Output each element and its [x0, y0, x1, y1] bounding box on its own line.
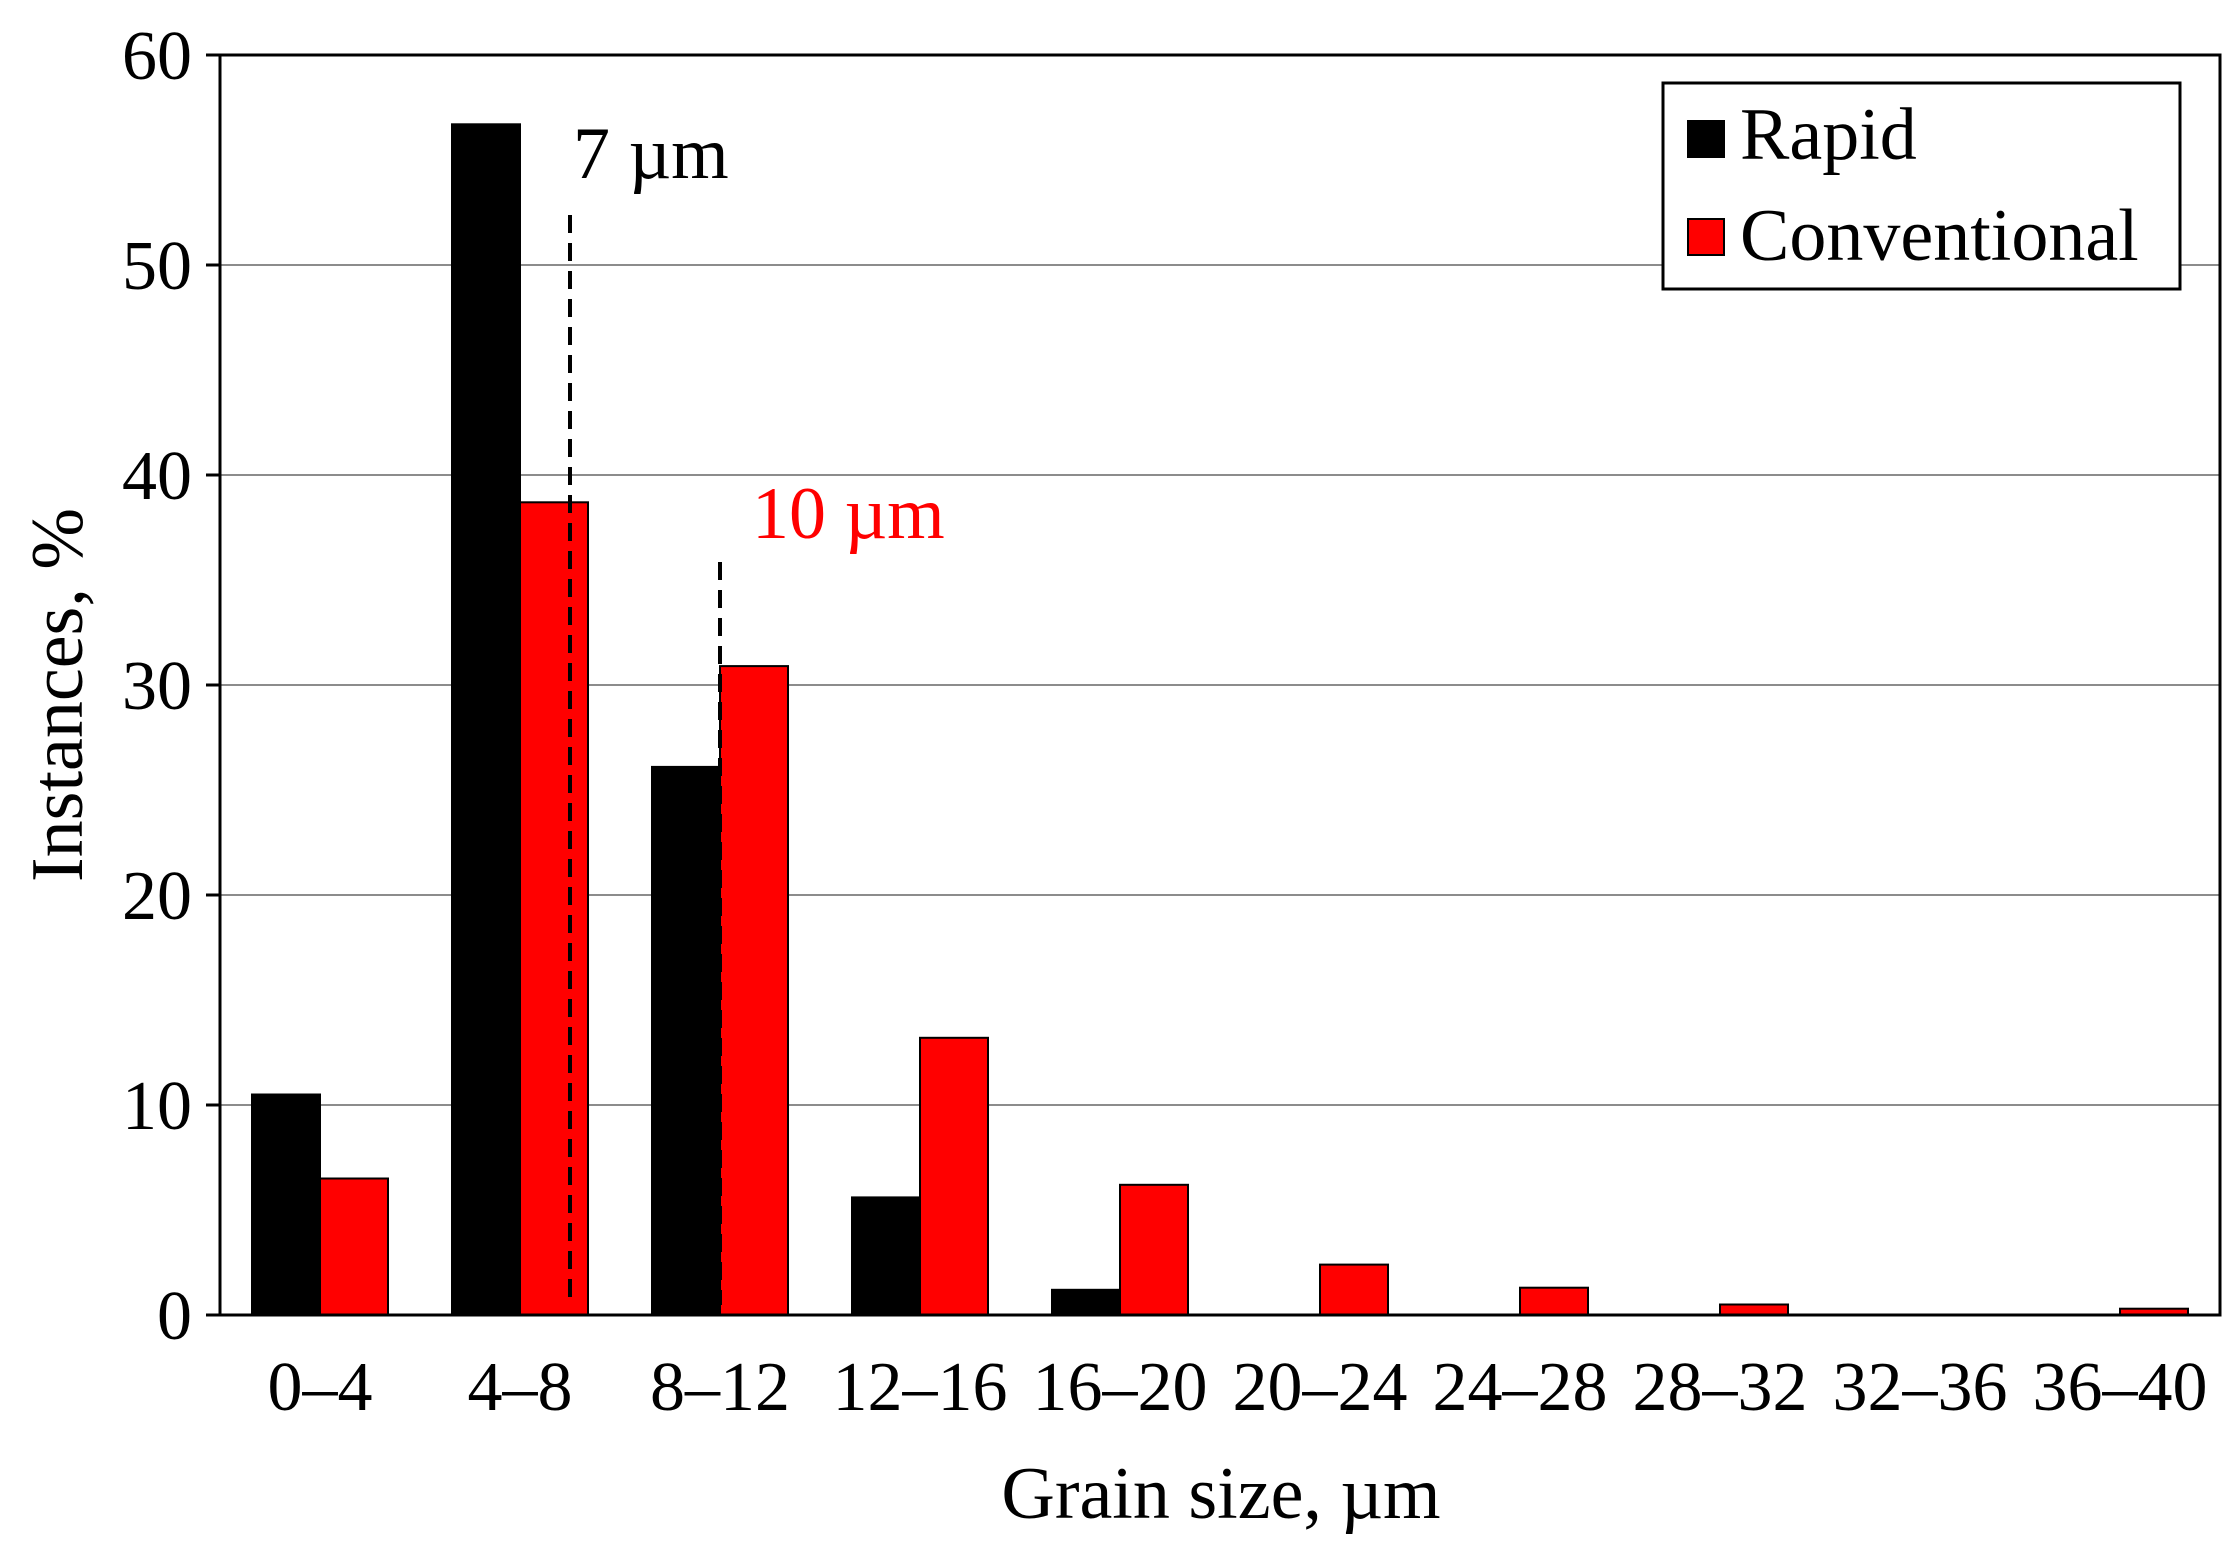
x-tick-label-32–36: 32–36 — [1833, 1349, 2008, 1426]
legend-swatch-rapid — [1687, 120, 1725, 158]
bar-conventional-4–8 — [519, 501, 589, 1316]
bar-conventional-28–32 — [1719, 1303, 1789, 1316]
legend-swatch-conventional — [1687, 218, 1725, 256]
y-tick-label-60: 60 — [122, 18, 192, 95]
legend: Rapid Conventional — [1661, 81, 2182, 291]
bar-rapid-16–20 — [1051, 1288, 1121, 1317]
median-label-7-µm: 7 µm — [573, 113, 729, 195]
x-axis-title: Grain size, µm — [1001, 1453, 1440, 1535]
x-tick-label-8–12: 8–12 — [650, 1349, 790, 1426]
tick-labels: 0 10 20 30 40 50 60 0–4 4–8 8–12 12–16 16–20 20–24 24… — [122, 18, 2208, 1426]
bar-rapid-4–8 — [451, 123, 521, 1316]
bar-rapid-12–16 — [851, 1196, 921, 1317]
y-tick-label-40: 40 — [122, 438, 192, 515]
x-tick-label-28–32: 28–32 — [1633, 1349, 1808, 1426]
x-tick-label-24–28: 24–28 — [1433, 1349, 1608, 1426]
bar-conventional-12–16 — [919, 1036, 989, 1317]
x-tick-label-16–20: 16–20 — [1033, 1349, 1208, 1426]
y-tick-label-20: 20 — [122, 858, 192, 935]
x-tick-label-36–40: 36–40 — [2033, 1349, 2208, 1426]
legend-frame — [1661, 81, 2182, 291]
y-tick-label-10: 10 — [122, 1068, 192, 1145]
plot-frame — [218, 53, 2222, 1317]
x-tick-label-4–8: 4–8 — [468, 1349, 573, 1426]
y-tick-label-50: 50 — [122, 228, 192, 305]
bars — [251, 123, 2189, 1317]
x-tick-label-20–24: 20–24 — [1233, 1349, 1408, 1426]
bar-conventional-16–20 — [1119, 1183, 1189, 1317]
x-tick-label-0–4: 0–4 — [268, 1349, 373, 1426]
legend-label-rapid: Rapid — [1740, 94, 1917, 176]
y-tick-label-30: 30 — [122, 648, 192, 725]
bar-rapid-8–12 — [651, 765, 721, 1316]
bar-conventional-0–4 — [319, 1177, 389, 1316]
legend-label-conventional: Conventional — [1740, 195, 2139, 277]
y-tick-label-0: 0 — [157, 1278, 192, 1355]
axes — [206, 53, 2222, 1317]
median-annotations: 7 µm 10 µm — [568, 113, 945, 1305]
x-tick-label-12–16: 12–16 — [833, 1349, 1008, 1426]
bar-conventional-20–24 — [1319, 1263, 1389, 1316]
bar-conventional-8–12 — [719, 665, 789, 1316]
y-axis-title: Instances, % — [17, 508, 99, 882]
median-label-10-µm: 10 µm — [752, 473, 945, 555]
bar-rapid-0–4 — [251, 1093, 321, 1316]
bar-conventional-24–28 — [1519, 1286, 1589, 1316]
